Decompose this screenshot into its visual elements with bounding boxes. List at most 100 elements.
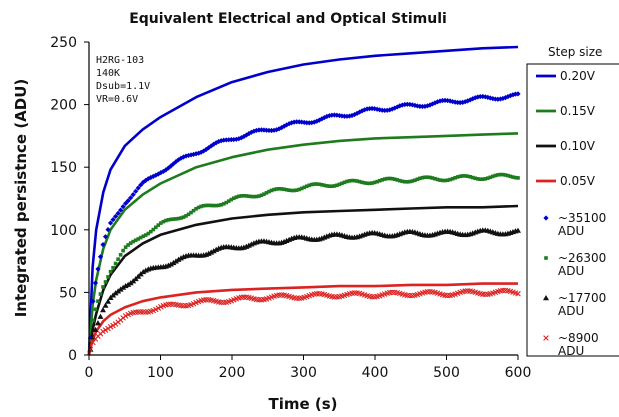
x-ticks: 0 100 200 300 400 500 600 <box>85 355 531 381</box>
data-point <box>100 307 107 313</box>
data-point <box>229 197 234 202</box>
data-point <box>465 98 471 104</box>
data-point <box>448 177 452 182</box>
data-point <box>100 328 106 335</box>
data-point <box>123 245 128 249</box>
data-point <box>256 127 262 133</box>
data-point <box>512 91 519 97</box>
series-0-20v <box>87 45 519 356</box>
data-point <box>478 177 483 181</box>
data-point <box>92 280 99 286</box>
data-point <box>407 101 413 108</box>
data-point <box>211 203 216 208</box>
data-point <box>210 248 217 254</box>
y-tick-label: 0 <box>68 348 77 364</box>
data-point <box>102 327 109 333</box>
y-tick-label: 50 <box>59 285 77 301</box>
data-point <box>515 290 521 297</box>
data-point <box>181 215 186 219</box>
data-point <box>110 322 116 329</box>
data-point <box>317 182 322 187</box>
data-point <box>511 175 515 179</box>
data-point <box>170 259 177 266</box>
data-point <box>115 210 121 216</box>
data-point <box>110 217 116 223</box>
data-point <box>367 105 373 112</box>
data-point <box>93 307 98 312</box>
data-point <box>400 179 405 184</box>
data-point <box>278 125 285 131</box>
data-point <box>375 179 379 184</box>
data-point <box>350 178 354 183</box>
data-point <box>196 205 201 210</box>
data-point <box>425 175 430 179</box>
data-point <box>272 187 276 192</box>
data-point <box>263 127 270 133</box>
data-point <box>513 175 518 180</box>
data-point <box>420 175 425 180</box>
data-point <box>208 249 215 255</box>
x-axis-title: Time (s) <box>268 395 337 413</box>
data-point <box>410 179 415 183</box>
series-35100-adu <box>87 91 521 341</box>
data-point <box>286 121 292 127</box>
data-point <box>164 218 168 223</box>
legend-label: 0.10V <box>560 139 596 153</box>
legend-marker <box>543 335 549 341</box>
data-point <box>367 181 372 186</box>
data-point <box>374 106 380 112</box>
data-point <box>397 178 402 183</box>
data-point <box>159 221 163 225</box>
data-point <box>136 237 141 241</box>
data-point <box>463 174 467 178</box>
data-point <box>417 103 423 109</box>
data-point <box>189 210 193 215</box>
data-point <box>103 280 108 284</box>
data-point <box>118 253 123 257</box>
data-point <box>483 177 488 181</box>
data-point <box>382 107 388 114</box>
chart-title: Equivalent Electrical and Optical Stimul… <box>129 11 447 27</box>
data-point <box>216 203 221 208</box>
data-point <box>116 257 120 261</box>
data-point <box>219 202 224 207</box>
data-point <box>130 191 136 198</box>
data-point <box>345 179 349 184</box>
y-tick-label: 200 <box>50 98 77 114</box>
data-point <box>107 220 114 226</box>
data-point <box>307 183 312 188</box>
legend-title: Step size <box>548 45 602 59</box>
data-point <box>102 234 109 240</box>
x-tick-label: 100 <box>147 365 174 381</box>
legend-item-0-05v: 0.05V <box>536 174 596 188</box>
data-point <box>269 188 274 193</box>
data-point <box>172 258 179 264</box>
data-point <box>309 182 314 187</box>
data-point <box>234 195 239 199</box>
data-point <box>268 127 275 134</box>
data-point <box>90 298 96 304</box>
data-point <box>498 172 503 177</box>
data-point <box>414 103 420 109</box>
data-point <box>360 180 364 185</box>
data-point <box>405 180 410 184</box>
data-point <box>154 225 158 230</box>
data-point <box>356 109 363 115</box>
data-point <box>496 173 500 177</box>
data-point <box>237 194 241 199</box>
legend-marker <box>543 295 549 301</box>
data-point <box>455 99 461 106</box>
data-point <box>320 182 324 187</box>
data-point <box>221 202 226 206</box>
data-point <box>251 128 257 134</box>
data-point <box>276 126 282 132</box>
data-point <box>253 127 260 134</box>
data-point <box>254 194 259 199</box>
legend-label: 0.15V <box>560 104 596 118</box>
data-point <box>397 103 403 109</box>
data-point <box>404 101 410 107</box>
data-point <box>146 231 151 236</box>
data-point <box>96 299 100 303</box>
data-point <box>430 176 435 180</box>
